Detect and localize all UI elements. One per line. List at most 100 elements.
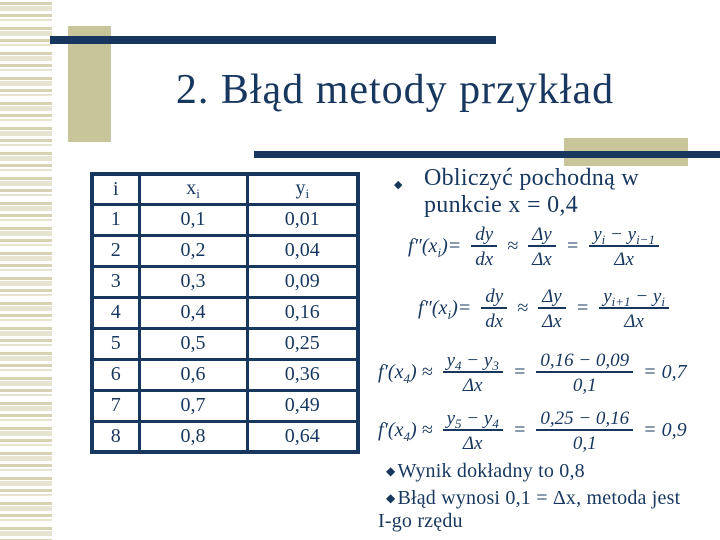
table-body: 1 0,1 0,01 2 0,2 0,04 3 0,3 0,09 4 0,4 0,16 5 0,5 0,25… (90, 202, 360, 454)
table-header-row: i xi yi (90, 172, 360, 206)
denominator: Δx (599, 307, 669, 332)
fraction: y5 − y4 Δx (442, 407, 503, 454)
table-header-cell: xi (137, 172, 249, 206)
header-subscript: i (305, 185, 310, 201)
table-header-cell: yi (245, 172, 360, 206)
numerator: Δy (528, 223, 556, 245)
table-cell: 0,04 (245, 233, 360, 268)
table-cell: 6 (90, 357, 141, 392)
fraction: Δy Δx (538, 285, 566, 332)
numerator: y4 − y3 (443, 349, 503, 373)
formula-text: = (560, 235, 585, 258)
table-header: i xi yi (90, 172, 360, 206)
formula-text: Δx (462, 374, 483, 396)
header-base: x (186, 176, 197, 199)
bullet-item-main: ◆ Obliczyć pochodną w punkcie x = 0,4 (378, 165, 720, 219)
formula-forward-difference-general: f″(xi)= dy dx ≈ Δy Δx = yi+1 − yi Δx (418, 284, 720, 332)
denominator: Δx (442, 429, 503, 454)
subscript: 3 (492, 357, 499, 373)
formula-text: − y (630, 286, 662, 308)
numerator: dy (471, 223, 497, 245)
denominator: Δx (528, 245, 556, 270)
formula-text: = 0,7 (638, 361, 687, 384)
formula-text: 0,25 − 0,16 (540, 408, 630, 430)
formula-text: ) ≈ (409, 361, 438, 384)
formula-text: )= (451, 297, 477, 320)
table-cell: 8 (90, 419, 141, 454)
navy-line-top (50, 36, 496, 44)
formula-text: y (593, 224, 602, 246)
formula-text: Δx (532, 248, 552, 270)
numerator: 0,25 − 0,16 (536, 407, 633, 429)
formula-text: dx (485, 310, 504, 332)
denominator: Δx (589, 245, 659, 270)
formula-forward-difference-at-x4: f′(x4) ≈ y5 − y4 Δx = 0,25 − 0,16 0,1 = 0,… (378, 406, 720, 454)
table-row: 8 0,8 0,64 (90, 419, 360, 454)
formula-text: y (603, 286, 612, 308)
denominator: 0,1 (536, 371, 634, 396)
table-cell: 0,16 (245, 295, 360, 330)
formula-text: − y (605, 224, 637, 246)
numerator: yi − yi−1 (589, 223, 659, 247)
fraction: yi+1 − yi Δx (599, 285, 669, 332)
diamond-bullet-icon: ◆ (394, 179, 403, 191)
table-cell: 0,1 (137, 202, 249, 237)
bullet-error-line1: Błąd wynosi 0,1 = Δx, metoda jest (397, 487, 681, 509)
formula-text: dy (485, 286, 504, 308)
table-cell: 3 (90, 264, 141, 299)
table-row: 6 0,6 0,36 (90, 357, 360, 392)
denominator: dx (481, 307, 508, 332)
diamond-bullet-icon: ◆ (386, 491, 396, 505)
table-cell: 0,09 (245, 264, 360, 299)
bullet-item-error: ◆ Błąd wynosi 0,1 = Δx, metoda jest (378, 487, 720, 510)
formula-text: dx (475, 248, 494, 270)
table-cell: 0,3 (137, 264, 249, 299)
formula-text: f″(x (418, 297, 448, 320)
formula-text: Δy (532, 224, 552, 246)
header-subscript: i (196, 185, 200, 201)
formula-text: Δx (542, 310, 562, 332)
numerator: yi+1 − yi (599, 285, 669, 309)
subscript: i+1 (611, 293, 631, 309)
table-row: 2 0,2 0,04 (90, 233, 360, 268)
formula-text: Δx (462, 432, 483, 454)
table-cell: 4 (90, 295, 141, 330)
table-cell: 0,49 (245, 388, 360, 423)
formula-text: 0,1 (572, 374, 597, 396)
subscript: i (437, 245, 442, 261)
denominator: Δx (538, 307, 566, 332)
table-row: 3 0,3 0,09 (90, 264, 360, 299)
table-cell: 0,7 (137, 388, 249, 423)
subscript: i (661, 293, 665, 309)
formula-text: = (507, 361, 532, 384)
subscript: 5 (455, 415, 462, 431)
header-base: i (112, 177, 119, 200)
table-cell: 0,2 (137, 233, 249, 268)
table-cell: 2 (90, 233, 141, 268)
table-cell: 0,01 (245, 202, 360, 237)
fraction: y4 − y3 Δx (442, 349, 503, 396)
table-header-cell: i (90, 172, 141, 206)
bullet-error-line2: I-go rzędu (378, 510, 463, 532)
table-cell: 0,4 (137, 295, 249, 330)
navy-line-mid (254, 151, 720, 158)
bullet-main-line2: punkcie x = 0,4 (424, 192, 579, 218)
data-table: i xi yi 1 0,1 0,01 2 0,2 0,04 3 0,3 0,09 4 0,4 0,16 5 0… (90, 172, 360, 454)
formula-text: Δy (542, 286, 562, 308)
fraction: 0,16 − 0,09 0,1 (536, 349, 634, 396)
formula-text: y (446, 350, 456, 372)
numerator: y5 − y4 (443, 407, 503, 431)
bullet-result-text: Wynik dokładny to 0,8 (397, 460, 585, 482)
table-cell: 0,36 (245, 357, 360, 392)
table-row: 5 0,5 0,25 (90, 326, 360, 361)
numerator: 0,16 − 0,09 (536, 349, 633, 371)
table-cell: 0,8 (137, 419, 249, 454)
formula-backward-difference-at-x4: f′(x4) ≈ y4 − y3 Δx = 0,16 − 0,09 0,1 = 0,… (378, 348, 720, 396)
table-row: 7 0,7 0,49 (90, 388, 360, 423)
numerator: Δy (538, 285, 566, 307)
formula-text: 0,16 − 0,09 (540, 350, 630, 372)
fraction: dy dx (471, 223, 498, 270)
diamond-bullet-icon: ◆ (386, 464, 396, 478)
numerator: dy (481, 285, 507, 307)
